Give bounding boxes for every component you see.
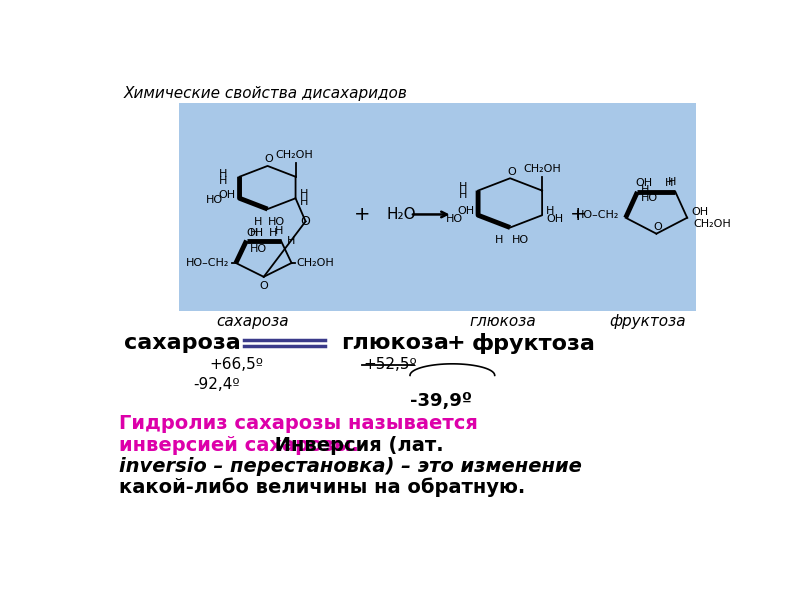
Text: +: + [570,205,586,224]
Text: HO: HO [446,214,462,224]
Text: CH₂OH: CH₂OH [694,219,731,229]
Text: фруктоза: фруктоза [472,332,595,353]
Text: CH₂OH: CH₂OH [275,150,313,160]
Text: +52,5º: +52,5º [364,357,418,372]
Text: H: H [254,217,262,227]
Text: Гидролиз сахарозы называется: Гидролиз сахарозы называется [119,415,478,433]
Text: HO: HO [206,195,222,205]
Text: H: H [668,177,677,187]
Text: CH₂OH: CH₂OH [296,258,334,268]
Text: +: + [354,205,370,224]
Text: H: H [495,235,503,245]
Text: H: H [459,190,467,200]
Text: OH: OH [246,227,263,238]
Text: H: H [459,182,467,193]
Text: H: H [287,236,295,245]
Text: H: H [219,176,227,187]
Text: H: H [299,188,308,199]
Text: H: H [219,169,227,179]
Text: H: H [250,227,258,238]
Text: OH: OH [457,206,474,217]
Text: -92,4º: -92,4º [193,377,239,392]
Text: O: O [507,167,516,177]
Text: O: O [654,222,662,232]
Text: OH: OH [691,206,708,217]
Text: глюкоза: глюкоза [341,333,449,353]
Text: H: H [275,226,283,236]
Text: H: H [546,206,554,217]
Text: инверсией сахарозы.: инверсией сахарозы. [119,436,359,455]
Text: O: O [301,215,310,228]
Text: сахароза: сахароза [216,314,289,329]
Text: фруктоза: фруктоза [609,314,686,329]
Text: OH: OH [546,214,563,224]
Text: -39,9º: -39,9º [410,392,472,410]
Text: H₂O: H₂O [387,207,417,222]
Text: глюкоза: глюкоза [469,314,536,329]
Text: Инверсия (лат.: Инверсия (лат. [267,436,443,455]
Text: какой-либо величины на обратную.: какой-либо величины на обратную. [119,477,525,497]
Text: H: H [299,197,308,207]
Text: HO: HO [250,244,266,254]
Text: HO–CH₂: HO–CH₂ [186,258,230,268]
Text: O: O [265,154,274,164]
Text: OH: OH [635,178,653,188]
Text: H: H [641,185,649,194]
Text: HO: HO [268,217,286,227]
Text: HO: HO [641,193,658,203]
Text: сахароза: сахароза [123,333,240,353]
Text: Химические свойства дисахаридов: Химические свойства дисахаридов [123,86,407,101]
Text: +66,5º: +66,5º [210,357,264,372]
FancyBboxPatch shape [179,103,697,311]
Text: H: H [269,227,277,238]
Text: O: O [259,281,268,292]
Text: CH₂OH: CH₂OH [523,164,561,173]
Text: +: + [447,333,466,353]
Text: HO–CH₂: HO–CH₂ [576,209,619,220]
Text: inversio – перестановка) – это изменение: inversio – перестановка) – это изменение [119,457,582,476]
Text: H: H [665,178,673,188]
Text: OH: OH [218,190,236,200]
Text: HO: HO [512,235,530,245]
